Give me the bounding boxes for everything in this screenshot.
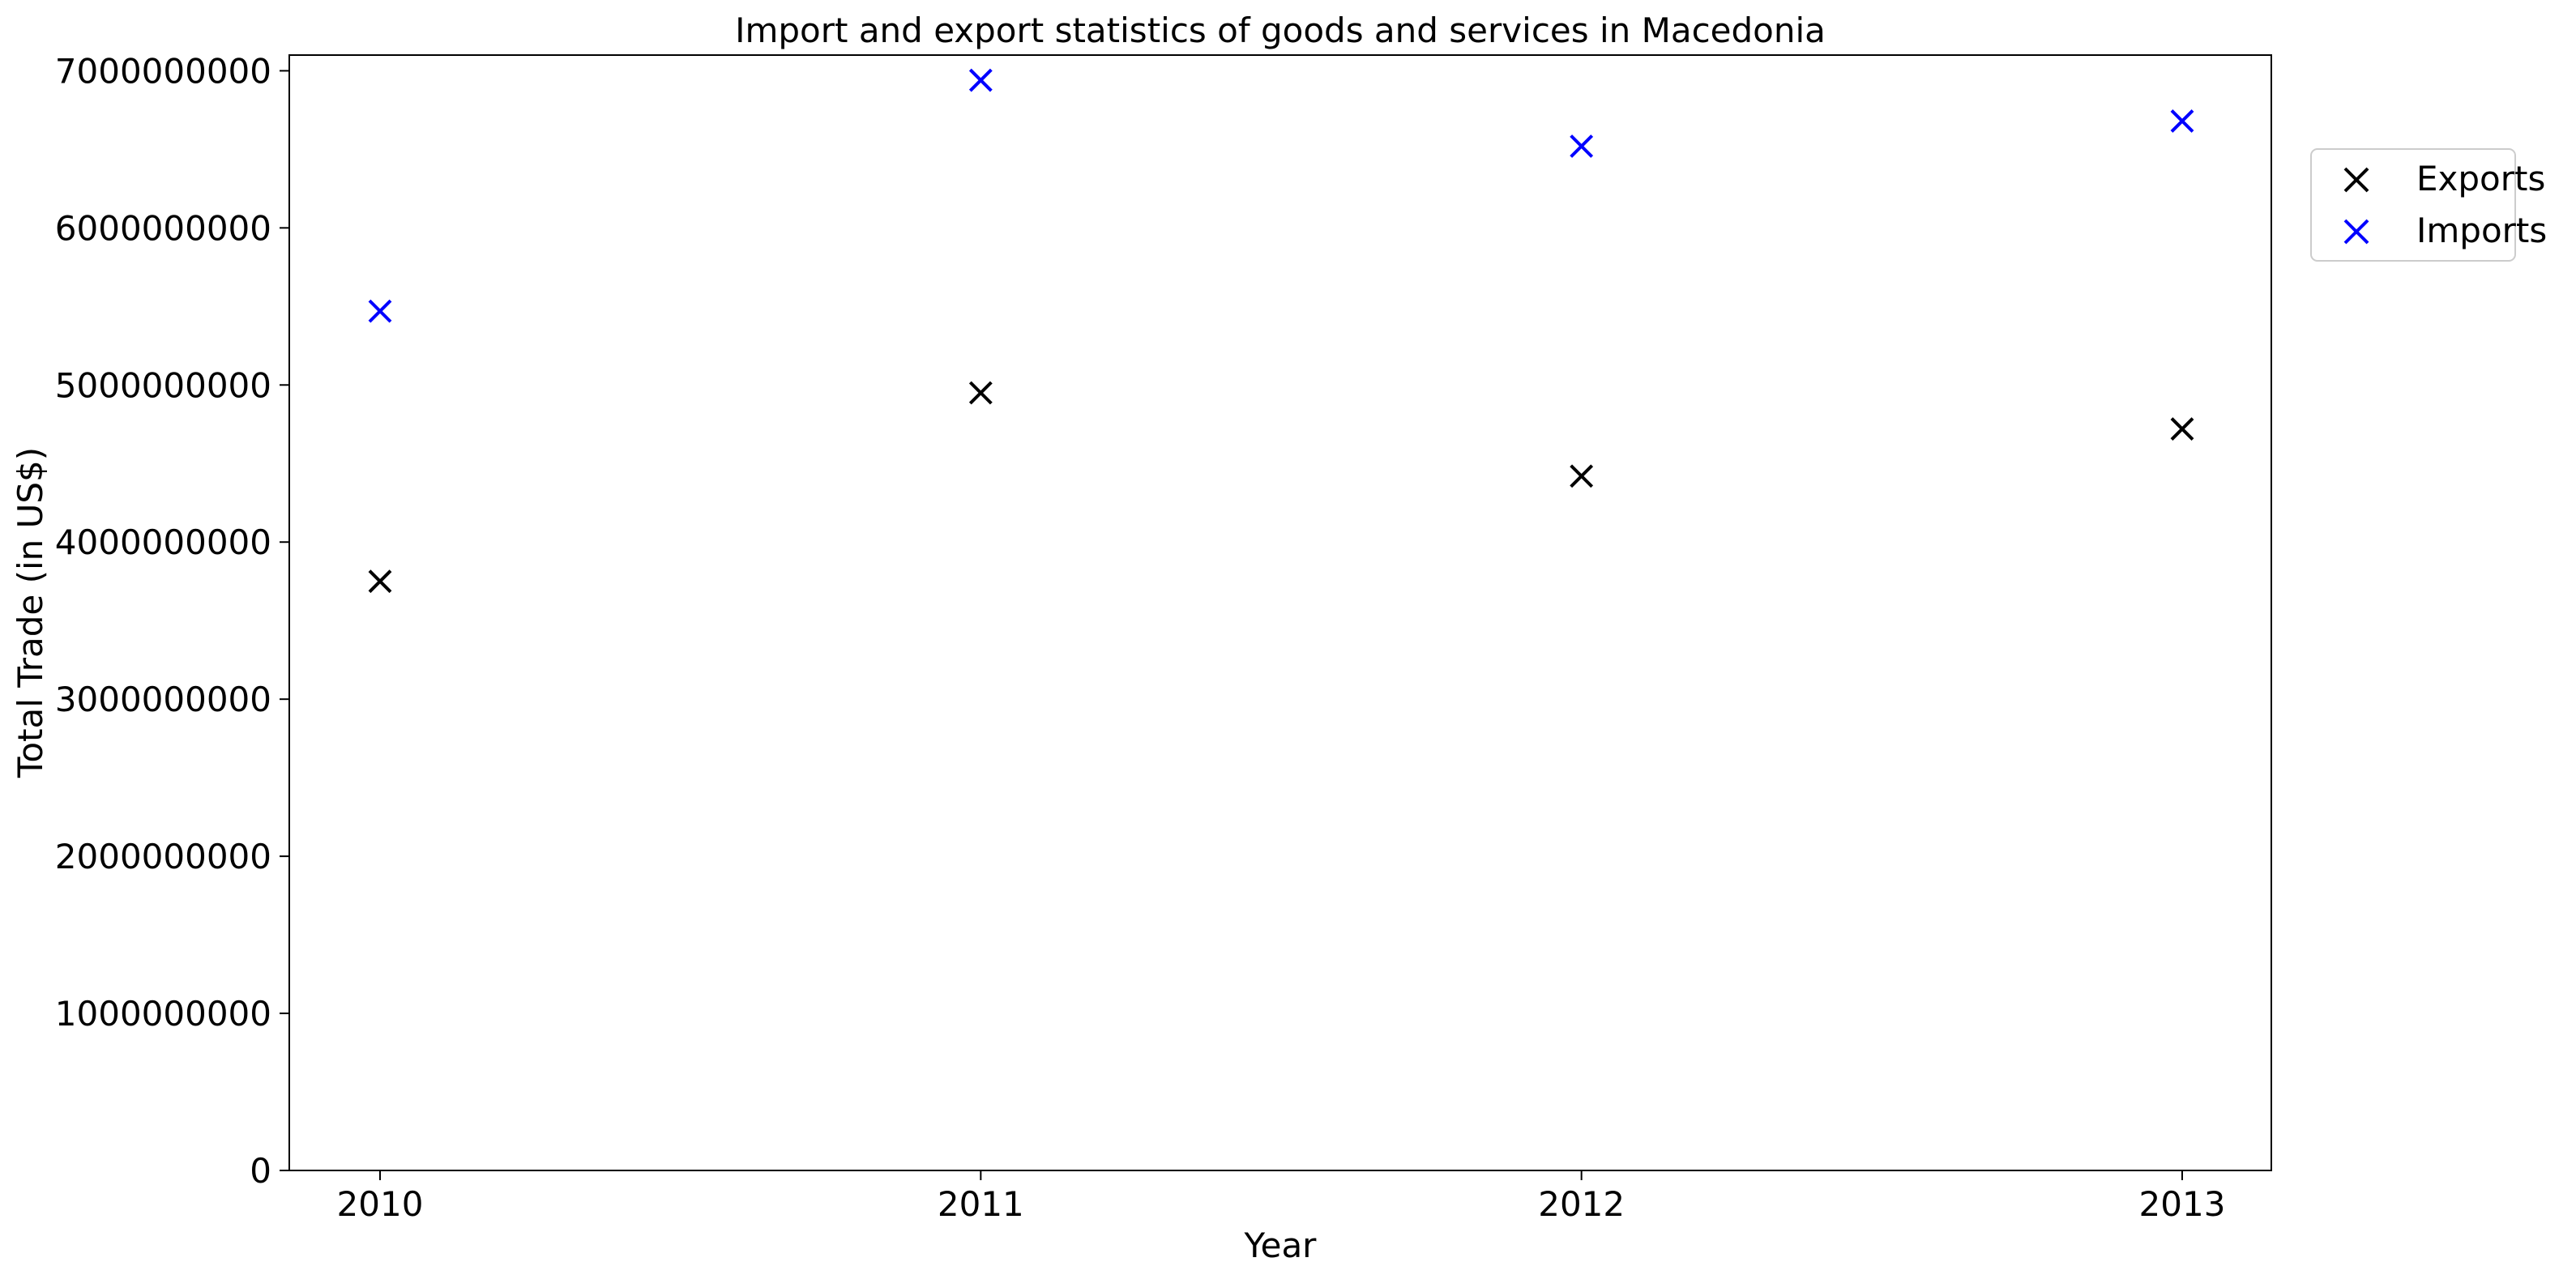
legend-marker-imports bbox=[2343, 219, 2369, 245]
data-point-imports bbox=[2170, 109, 2194, 133]
legend: Exports Imports bbox=[2310, 148, 2547, 262]
data-point-exports bbox=[1570, 464, 1594, 488]
x-axis-label: Year bbox=[1244, 1226, 1318, 1265]
legend-label-imports: Imports bbox=[2416, 211, 2547, 250]
y-tick-label: 1000000000 bbox=[55, 994, 271, 1034]
data-markers bbox=[368, 68, 2194, 594]
data-point-imports bbox=[968, 68, 993, 92]
data-point-exports bbox=[968, 381, 993, 405]
x-axis: 2010 2011 2012 2013 bbox=[337, 1170, 2226, 1224]
x-tick-label: 2012 bbox=[1538, 1184, 1625, 1224]
data-point-exports bbox=[2170, 417, 2194, 441]
data-point-exports bbox=[368, 569, 392, 594]
x-tick-label: 2010 bbox=[337, 1184, 424, 1224]
x-tick-label: 2013 bbox=[2139, 1184, 2226, 1224]
y-tick-label: 3000000000 bbox=[55, 680, 271, 719]
data-point-imports bbox=[1570, 134, 1594, 158]
y-tick-label: 6000000000 bbox=[55, 208, 271, 248]
y-tick-label: 2000000000 bbox=[55, 837, 271, 876]
legend-marker-exports bbox=[2343, 167, 2369, 193]
y-tick-label: 5000000000 bbox=[55, 365, 271, 405]
y-tick-label: 0 bbox=[250, 1151, 271, 1191]
legend-box bbox=[2310, 148, 2516, 262]
plot-area bbox=[288, 54, 2272, 1171]
chart-title: Import and export statistics of goods an… bbox=[735, 11, 1826, 50]
y-axis-label: Total Trade (in US$) bbox=[11, 447, 50, 778]
y-tick-label: 4000000000 bbox=[55, 522, 271, 562]
y-tick-label: 7000000000 bbox=[55, 51, 271, 91]
legend-label-exports: Exports bbox=[2416, 159, 2545, 198]
y-axis: 0 1000000000 2000000000 3000000000 400000000… bbox=[55, 51, 289, 1191]
data-point-imports bbox=[368, 299, 392, 323]
x-tick-label: 2011 bbox=[938, 1184, 1024, 1224]
